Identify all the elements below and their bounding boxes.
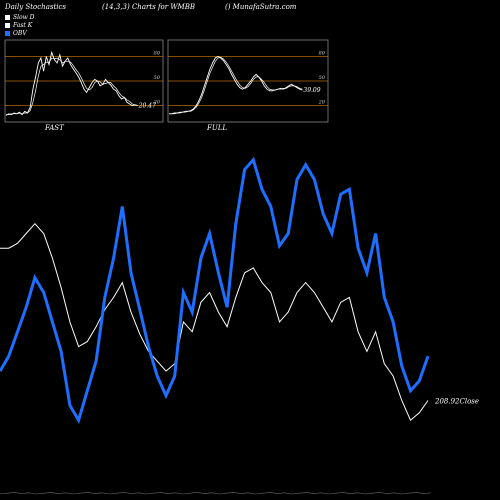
header-title-left: Daily Stochastics [5,3,67,11]
full-tick-label-20: 20 [318,100,326,106]
full-value-label: 39.09 [303,87,320,94]
header-source: () MunafaSutra.com [225,3,297,11]
fast-tick-label-80: 80 [154,50,161,56]
fast-series-fast-k [5,50,138,116]
legend-swatch-slow-d [5,15,10,20]
legend-label-obv: OBV [13,30,27,37]
full-series-slow-d [169,56,303,115]
obv-line [0,156,430,424]
close-value-label: 208.92Close [434,398,479,406]
full-panel-label: FULL [207,124,228,132]
legend-swatch-fast-k [5,23,10,28]
full-series-fast-k [169,55,303,115]
fast-value-label: 20.47 [138,103,156,110]
fast-panel-label: FAST [45,124,64,132]
legend-swatch-obv [5,31,10,36]
fast-tick-label-50: 50 [154,75,161,81]
full-tick-label-80: 80 [319,50,326,56]
legend-label-slow-d: Slow D [13,14,35,21]
legend-label-fast-k: Fast K [13,22,33,29]
legend-item-obv: OBV [5,30,27,37]
fast-tick-label-20: 20 [153,100,161,106]
volume-baseline-trace [0,492,431,495]
legend-item-fast-k: Fast K [5,22,32,29]
fast-series-slow-d [6,57,138,115]
legend-item-slow-d: Slow D [5,14,35,21]
full-tick-label-50: 50 [319,75,326,81]
header-title-center: (14,3,3) Charts for WMBB [102,3,195,11]
close-price-line [0,222,429,422]
